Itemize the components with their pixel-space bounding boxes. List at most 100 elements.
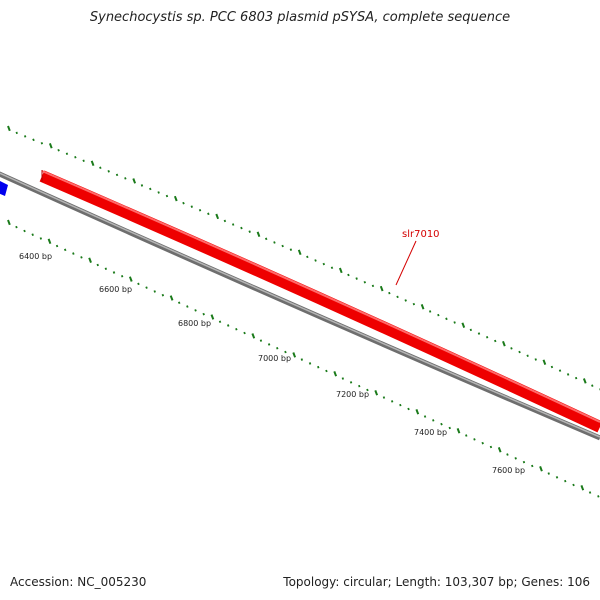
gc-tick bbox=[124, 177, 127, 180]
gc-tick bbox=[382, 396, 386, 399]
gc-tick bbox=[518, 350, 521, 354]
gc-tick bbox=[88, 257, 92, 263]
gc-tick bbox=[120, 274, 124, 278]
gc-tick bbox=[259, 339, 263, 342]
gc-tick bbox=[145, 286, 148, 289]
gc-tick bbox=[574, 376, 578, 380]
gc-tick bbox=[477, 332, 481, 335]
gene-blue-partial[interactable] bbox=[0, 180, 8, 196]
gc-tick bbox=[55, 244, 59, 248]
gc-tick bbox=[231, 223, 235, 226]
gc-tick bbox=[558, 369, 562, 372]
gc-tick bbox=[47, 238, 52, 245]
gc-tick bbox=[547, 472, 550, 475]
gc-tick bbox=[591, 384, 594, 387]
gc-tick bbox=[489, 445, 493, 449]
gc-tick bbox=[317, 365, 320, 369]
gc-tick bbox=[57, 148, 60, 152]
gc-tick bbox=[65, 152, 69, 156]
gc-tick bbox=[550, 365, 554, 369]
gc-tick bbox=[333, 371, 338, 377]
gc-tick bbox=[510, 347, 513, 350]
gc-tick bbox=[248, 230, 251, 233]
gc-tick bbox=[390, 400, 394, 403]
gc-tick bbox=[465, 434, 468, 437]
gc-tick bbox=[90, 160, 95, 167]
gc-tick bbox=[388, 291, 391, 295]
map-title: Synechocystis sp. PCC 6803 plasmid pSYSA… bbox=[89, 10, 511, 25]
gc-tick bbox=[161, 293, 165, 297]
gc-tick bbox=[572, 483, 575, 487]
gc-tick bbox=[23, 229, 26, 233]
gc-tick bbox=[226, 324, 230, 327]
gc-tick bbox=[374, 390, 379, 396]
gc-tick bbox=[358, 384, 361, 388]
gc-tick bbox=[396, 295, 399, 299]
gc-tick bbox=[7, 219, 11, 226]
gc-tick bbox=[485, 335, 489, 339]
gc-tick bbox=[48, 143, 53, 149]
gc-tick bbox=[289, 248, 293, 251]
gc-tick bbox=[461, 322, 466, 328]
gc-tick bbox=[412, 302, 416, 306]
gc-tick bbox=[281, 244, 284, 248]
gc-tick bbox=[186, 305, 189, 308]
gc-tick bbox=[264, 237, 268, 241]
gc-tick bbox=[32, 138, 35, 142]
gc-tick bbox=[588, 491, 592, 494]
tick-label: 7000 bp bbox=[258, 354, 291, 363]
gc-tick bbox=[420, 304, 425, 310]
tick-label: 6800 bp bbox=[178, 319, 211, 328]
gc-tick bbox=[481, 441, 484, 445]
gc-tick bbox=[177, 301, 181, 305]
gc-tick bbox=[7, 125, 11, 132]
outer-gc-track bbox=[7, 125, 600, 391]
gc-tick bbox=[137, 282, 140, 286]
tick-label: 7200 bp bbox=[336, 390, 369, 399]
inner-gc-track bbox=[7, 219, 600, 498]
gc-tick bbox=[366, 388, 369, 392]
gc-tick bbox=[415, 409, 420, 415]
tick-label: 7400 bp bbox=[414, 428, 447, 437]
gc-tick bbox=[534, 358, 537, 361]
gc-tick bbox=[292, 352, 297, 358]
gc-tick bbox=[157, 191, 160, 194]
gc-tick bbox=[526, 354, 529, 358]
gc-tick bbox=[566, 373, 570, 376]
gc-tick bbox=[539, 466, 543, 472]
gc-tick bbox=[428, 310, 432, 313]
gc-tick bbox=[128, 276, 133, 282]
gc-tick bbox=[338, 267, 343, 274]
gc-tick bbox=[531, 464, 534, 468]
gc-tick bbox=[15, 131, 18, 135]
gene-slr7010[interactable] bbox=[39, 170, 600, 433]
plasmid-backbone bbox=[0, 171, 600, 441]
gc-tick bbox=[355, 277, 358, 280]
gc-tick bbox=[494, 339, 497, 343]
gc-tick bbox=[456, 428, 461, 434]
gc-tick bbox=[153, 290, 156, 293]
gc-tick bbox=[210, 314, 215, 320]
gc-tick bbox=[63, 248, 67, 252]
gc-tick bbox=[169, 295, 174, 301]
gc-tick bbox=[597, 495, 600, 498]
gc-tick bbox=[115, 173, 119, 177]
gc-tick bbox=[404, 299, 407, 302]
gc-tick bbox=[308, 362, 312, 365]
gc-tick bbox=[207, 212, 210, 216]
accession-text: Accession: NC_005230 bbox=[10, 575, 147, 589]
gc-tick bbox=[40, 141, 44, 145]
gc-tick bbox=[107, 169, 110, 173]
gc-tick bbox=[39, 237, 43, 240]
gc-tick bbox=[314, 259, 317, 262]
gc-tick bbox=[251, 333, 256, 339]
tick-label: 6600 bp bbox=[99, 285, 132, 294]
gc-tick bbox=[215, 213, 220, 220]
tick-label: 6400 bp bbox=[19, 252, 52, 261]
gc-tick bbox=[423, 415, 427, 418]
gc-tick bbox=[564, 479, 567, 483]
gc-tick bbox=[284, 350, 287, 354]
gc-tick bbox=[31, 233, 34, 237]
gc-tick bbox=[407, 407, 410, 411]
gc-tick bbox=[542, 359, 547, 365]
